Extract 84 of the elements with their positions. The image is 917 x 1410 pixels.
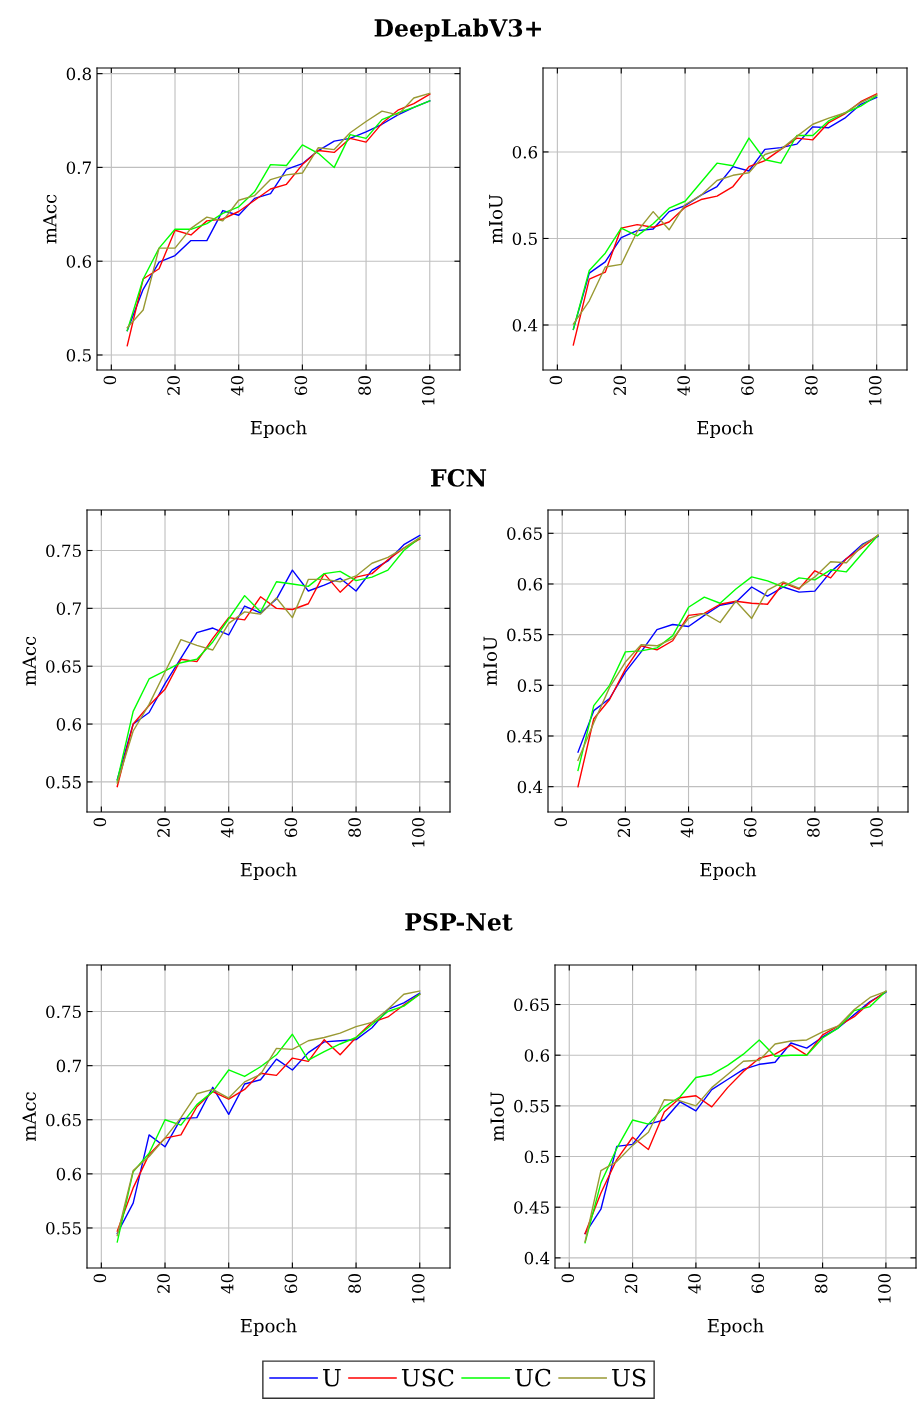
y-tick-label: 0.6 [56, 1167, 82, 1181]
y-tick-label: 0.6 [517, 577, 543, 591]
x-tick-label: 60 [741, 375, 754, 395]
x-tick-label: 100 [411, 817, 425, 847]
x-axis-title: Epoch [240, 1318, 297, 1337]
x-tick-label: 60 [284, 817, 298, 837]
y-tick-label: 0.65 [514, 998, 549, 1012]
x-tick-label: 80 [358, 375, 371, 395]
y-tick-label: 0.5 [512, 232, 537, 246]
x-tick-label: 60 [743, 817, 757, 837]
y-tick-label: 0.7 [56, 1059, 81, 1073]
y-axis-title: mIoU [483, 636, 497, 686]
y-tick-label: 0.6 [512, 145, 538, 159]
x-tick-label: 80 [348, 817, 361, 837]
y-tick-label: 0.55 [46, 1221, 81, 1235]
y-tick-label: 0.45 [507, 729, 542, 743]
x-tick-label: 40 [688, 1273, 701, 1294]
x-tick-label: 20 [157, 817, 170, 837]
x-tick-label: 20 [613, 375, 627, 395]
y-tick-label: 0.5 [524, 1150, 549, 1164]
x-tick-label: 80 [805, 375, 818, 395]
y-tick-label: 0.4 [517, 780, 543, 794]
y-axis-title: mAcc [43, 194, 57, 244]
x-axis-title: Epoch [697, 420, 754, 439]
x-axis-title: Epoch [707, 1318, 764, 1337]
y-tick-label: 0.5 [517, 679, 542, 692]
x-tick-label: 60 [294, 375, 308, 395]
chart-title: DeepLabV3+ [374, 18, 541, 42]
y-tick-label: 0.45 [514, 1201, 549, 1214]
y-tick-label: 0.65 [46, 1113, 81, 1127]
legend-label: U [323, 1368, 341, 1387]
y-tick-label: 0.55 [46, 775, 81, 789]
x-tick-label: 20 [167, 375, 180, 395]
x-axis-title: Epoch [240, 862, 297, 881]
y-tick-label: 0.7 [66, 161, 91, 174]
y-tick-label: 0.6 [56, 718, 82, 731]
y-tick-label: 0.7 [56, 602, 81, 615]
x-tick-label: 100 [878, 1273, 891, 1303]
y-tick-label: 0.55 [514, 1099, 549, 1113]
y-tick-label: 0.55 [507, 628, 542, 642]
y-axis-title: mAcc [22, 636, 36, 686]
y-axis-title: mIoU [490, 1092, 504, 1142]
x-tick-label: 60 [284, 1273, 298, 1293]
x-tick-label: 20 [617, 817, 631, 837]
legend-label: UC [515, 1368, 551, 1387]
x-axis-title: Epoch [250, 420, 307, 439]
y-tick-label: 0.8 [66, 67, 92, 81]
x-tick-label: 0 [561, 1273, 575, 1283]
x-tick-label: 0 [93, 1273, 107, 1283]
x-tick-label: 100 [411, 1273, 425, 1303]
y-tick-label: 0.4 [512, 318, 538, 332]
x-tick-label: 40 [677, 375, 690, 396]
x-tick-label: 20 [624, 1273, 638, 1293]
chart-title: FCN [431, 468, 487, 487]
x-tick-label: 20 [157, 1273, 170, 1293]
x-tick-label: 0 [554, 817, 568, 827]
x-tick-label: 0 [93, 817, 107, 827]
y-tick-label: 0.6 [66, 255, 92, 268]
y-tick-label: 0.65 [46, 660, 81, 673]
x-tick-label: 0 [103, 375, 117, 385]
y-tick-label: 0.75 [46, 544, 81, 558]
y-tick-label: 0.6 [524, 1049, 550, 1062]
x-tick-label: 100 [421, 375, 435, 405]
x-tick-label: 100 [868, 375, 882, 405]
x-tick-label: 0 [549, 375, 563, 385]
y-tick-label: 0.75 [46, 1005, 81, 1019]
x-tick-label: 60 [751, 1273, 765, 1293]
x-tick-label: 80 [807, 817, 820, 837]
y-axis-title: mAcc [22, 1092, 36, 1142]
y-axis-title: mIoU [489, 194, 503, 244]
x-axis-title: Epoch [700, 862, 757, 881]
x-tick-label: 40 [230, 375, 244, 396]
y-tick-label: 0.4 [524, 1251, 550, 1265]
legend-label: US [612, 1368, 646, 1387]
x-tick-label: 40 [220, 1273, 234, 1294]
x-tick-label: 100 [870, 817, 883, 847]
y-tick-label: 0.65 [507, 527, 542, 540]
x-tick-label: 40 [680, 817, 694, 838]
legend-label: USC [401, 1368, 454, 1387]
y-tick-label: 0.5 [66, 348, 91, 362]
x-tick-label: 80 [348, 1273, 361, 1293]
x-tick-label: 40 [220, 817, 234, 838]
chart-title: PSP-Net [405, 912, 513, 931]
x-tick-label: 80 [814, 1273, 828, 1293]
